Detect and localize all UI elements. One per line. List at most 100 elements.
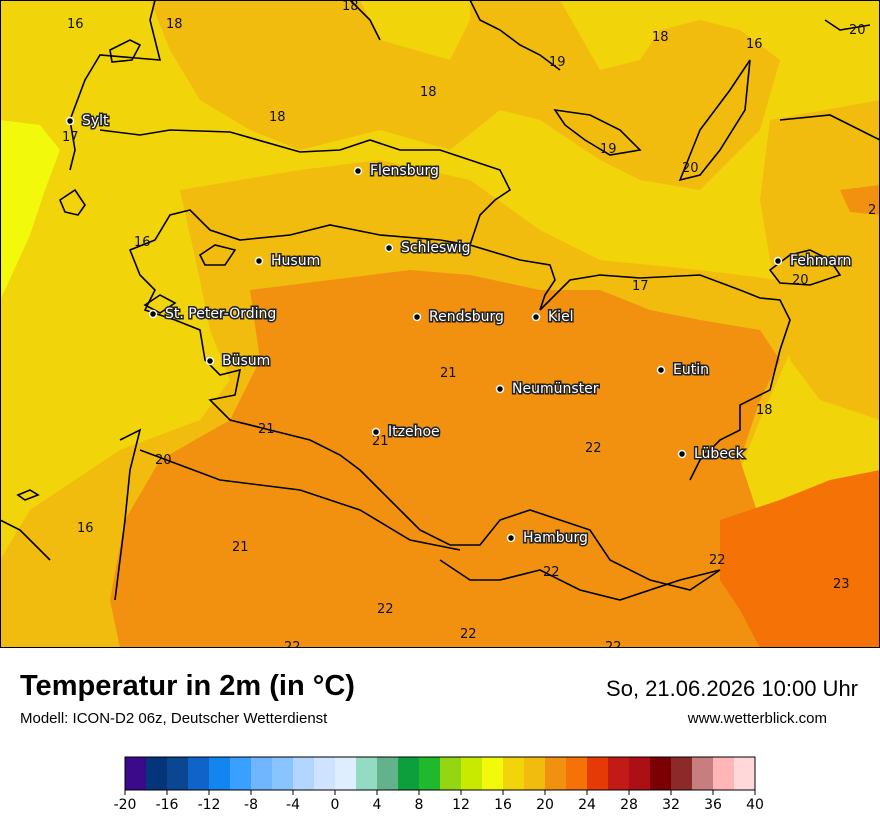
scale-cell [146, 757, 168, 790]
isolabel: 16 [746, 37, 763, 52]
scale-cell [545, 757, 567, 790]
website-link[interactable]: www.wetterblick.com [687, 710, 827, 727]
scale-tick-label: -20 [114, 797, 137, 813]
city-husum: Husum [254, 252, 322, 271]
scale-tick-label: 24 [578, 797, 596, 813]
scale-tick-label: -12 [198, 797, 221, 813]
scale-cell [524, 757, 546, 790]
scale-tick-label: 4 [373, 797, 382, 813]
scale-cell [293, 757, 315, 790]
color-scale: -20 -16 -12 -8 -4 0 4 8 12 16 20 24 28 32 36 40 [0, 750, 880, 830]
city-marker [371, 427, 381, 437]
isolabel: 17 [62, 130, 79, 145]
band-22-24-ne [840, 185, 880, 215]
scale-tick-label: 36 [704, 797, 722, 813]
scale-cell [566, 757, 588, 790]
scale-tick-label: -8 [244, 797, 258, 813]
city-label: Lübeck [694, 446, 745, 462]
scale-cells [125, 757, 756, 790]
scale-cell [272, 757, 294, 790]
scale-cell [713, 757, 735, 790]
city-label: Sylt [82, 113, 109, 129]
scale-tick-label: 32 [662, 797, 680, 813]
city-label: Rendsburg [429, 309, 504, 325]
city-schleswig: Schleswig [384, 239, 472, 258]
city-label: Büsum [222, 353, 270, 369]
isolabel: 22 [284, 640, 301, 648]
isoline-labels: 16 18 18 18 20 18 18 19 16 17 19 20 16 2… [62, 0, 876, 648]
city-neumuenster: Neumünster [495, 380, 600, 399]
scale-cell [356, 757, 378, 790]
city-marker [148, 309, 158, 319]
isolabel: 21 [372, 434, 389, 449]
coastlines [0, 0, 880, 601]
scale-cell [482, 757, 504, 790]
city-luebeck: Lübeck [677, 445, 746, 464]
city-marker [65, 116, 75, 126]
scale-cell [650, 757, 672, 790]
isolabel: 18 [269, 110, 286, 125]
isolabel: 23 [833, 577, 850, 592]
scale-cell [629, 757, 651, 790]
city-flensburg: Flensburg [353, 162, 440, 181]
city-label: Kiel [548, 309, 574, 325]
isolabel: 19 [549, 55, 566, 70]
city-marker [495, 384, 505, 394]
city-marker [531, 312, 541, 322]
isolabel: 21 [440, 366, 457, 381]
city-fehmarn: Fehmarn [773, 252, 853, 271]
city-label: Fehmarn [790, 253, 851, 269]
isolabel: 2 [868, 203, 876, 218]
isolabel: 22 [709, 553, 726, 568]
city-marker [506, 533, 516, 543]
city-marker [205, 356, 215, 366]
city-rendsburg: Rendsburg [412, 308, 505, 327]
scale-cell [188, 757, 210, 790]
chart-title: Temperatur in 2m (in °C) [20, 670, 355, 702]
scale-tick-label: 8 [415, 797, 424, 813]
scale-cell [692, 757, 714, 790]
city-label: Eutin [673, 362, 709, 378]
isolabel: 20 [849, 23, 866, 38]
city-label: Schleswig [401, 240, 470, 256]
forecast-datetime: So, 21.06.2026 10:00 Uhr [606, 676, 858, 701]
city-marker [773, 256, 783, 266]
scale-cell [398, 757, 420, 790]
scale-ticks: -20 -16 -12 -8 -4 0 4 8 12 16 20 24 28 32 36 40 [114, 790, 764, 813]
scale-cell [335, 757, 357, 790]
band-20-22 [110, 270, 880, 648]
city-marker [254, 256, 264, 266]
isolabel: 16 [67, 17, 84, 32]
scale-cell [461, 757, 483, 790]
city-itzehoe: Itzehoe [371, 423, 441, 442]
isolabel: 18 [652, 30, 669, 45]
isolabel: 17 [632, 279, 649, 294]
isolabel: 21 [258, 422, 275, 437]
scale-cell [167, 757, 189, 790]
scale-cell [734, 757, 756, 790]
city-marker [412, 312, 422, 322]
scale-cell [440, 757, 462, 790]
city-buesum: Büsum [205, 352, 272, 371]
isolabel: 22 [605, 640, 622, 648]
band-14-16 [0, 120, 60, 300]
city-label: Husum [271, 253, 320, 269]
city-label: Flensburg [370, 163, 439, 179]
city-label: Itzehoe [388, 424, 440, 440]
city-marker [656, 365, 666, 375]
city-sylt: Sylt [65, 112, 111, 131]
band-22-24-se [720, 470, 880, 648]
city-marker [353, 166, 363, 176]
isolabel: 20 [155, 453, 172, 468]
isolabel: 16 [77, 521, 94, 536]
isolabel: 21 [232, 540, 249, 555]
city-label: Neumünster [512, 381, 599, 397]
scale-tick-label: 16 [494, 797, 512, 813]
city-label: Hamburg [523, 530, 588, 546]
city-kiel: Kiel [531, 308, 575, 327]
isolabel: 20 [792, 273, 809, 288]
band-18-20-north [150, 0, 780, 190]
scale-tick-label: 0 [331, 797, 340, 813]
city-hamburg: Hamburg [506, 529, 589, 548]
city-st-peter-ording: St. Peter-Ording [148, 305, 278, 324]
